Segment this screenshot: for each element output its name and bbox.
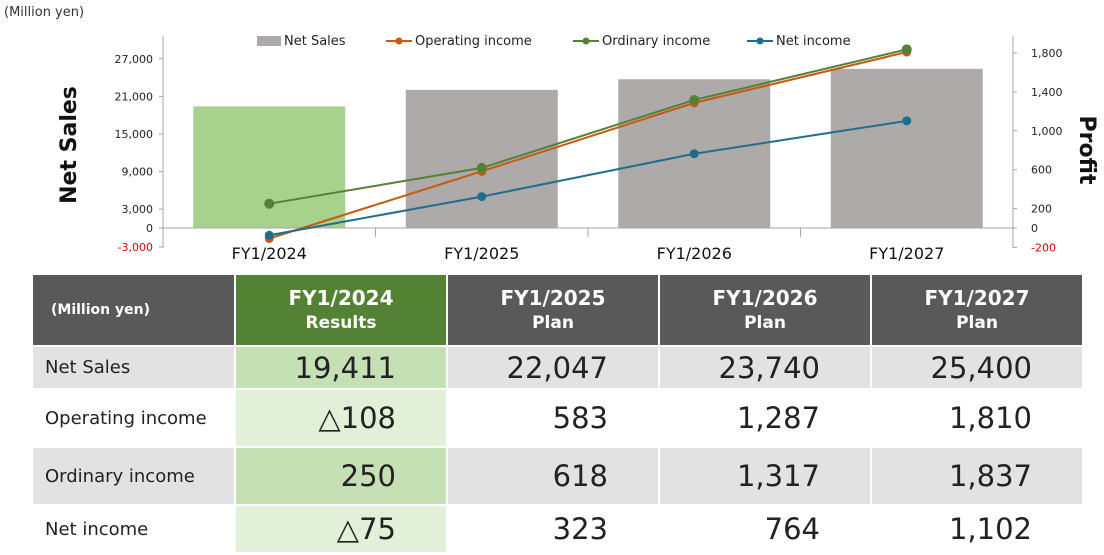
row-label: Net Sales [33,345,236,389]
row-label: Operating income [33,388,236,447]
column-year: FY1/2025 [500,286,606,311]
right-axis-tick-label: 600 [1031,164,1052,177]
x-tick-label: FY1/2024 [232,244,307,263]
table-cell: △108 [235,388,448,447]
table-cell: 1,837 [871,446,1084,505]
legend-label: Net Sales [284,34,346,49]
series-point-2 [477,192,487,202]
chart-unit-label: (Million yen) [4,5,85,20]
series-line-2 [269,119,907,237]
column-header-fy2027: FY1/2027 Plan [871,275,1084,346]
right-axis-tick-label: -200 [1031,241,1056,254]
table-cell: 618 [447,446,660,505]
series-line-0 [268,51,907,240]
table-cell: 764 [659,504,872,552]
series-point-1 [901,44,912,55]
legend-swatch-net-sales [257,36,281,46]
series-point-2 [902,116,912,126]
table-cell: 323 [447,504,660,552]
x-tick-label: FY1/2025 [444,244,519,263]
legend-label: Operating income [415,34,532,49]
series-line-1 [269,48,907,205]
left-axis-tick-label: 15,000 [115,128,154,141]
column-kind: Results [305,313,377,334]
column-kind: Plan [744,313,786,334]
table-cell: 22,047 [447,345,660,389]
table-header-row: (Million yen) FY1/2024 Results FY1/2025 … [33,275,1084,346]
column-year: FY1/2024 [288,286,394,311]
left-axis-tick-label: 0 [146,222,153,235]
legend-label: Net income [776,34,851,49]
x-tick-label: FY1/2027 [869,244,944,263]
table-cell: 250 [235,446,448,505]
column-kind: Plan [956,313,998,334]
table-cell: 1,287 [659,388,872,447]
left-axis-tick-label: 21,000 [115,90,154,103]
table-cell: 1,317 [659,446,872,505]
right-axis-tick-label: 1,400 [1031,86,1063,99]
table-cell: △75 [235,504,448,552]
series-point-1 [264,198,275,209]
right-axis-label: Profit [1074,116,1099,185]
column-header-fy2025: FY1/2025 Plan [447,275,660,346]
table-cell: 19,411 [235,345,448,389]
series-point-1 [689,94,700,105]
legend-marker-1 [582,37,590,45]
column-header-fy2026: FY1/2026 Plan [659,275,872,346]
legend-marker-2 [756,37,764,45]
bar-FY1/2027 [830,68,983,229]
table-row-net-sales: Net Sales 19,411 22,047 23,740 25,400 [33,345,1084,389]
table-cell: 1,102 [871,504,1084,552]
right-axis-tick-label: 1,000 [1031,125,1063,138]
table-cell: 25,400 [871,345,1084,389]
x-tick-label: FY1/2026 [657,244,732,263]
right-axis-tick-label: 200 [1031,203,1052,216]
left-axis-tick-label: 9,000 [122,166,154,179]
column-year: FY1/2027 [924,286,1030,311]
series-point-1 [476,162,487,173]
row-label: Net income [33,504,236,552]
table-cell: 583 [447,388,660,447]
right-axis-tick-label: 1,800 [1031,47,1063,60]
left-axis-tick-label: 27,000 [115,53,154,66]
table-row-net-income: Net income △75 323 764 1,102 [33,504,1084,552]
legend-label: Ordinary income [602,34,710,49]
table-cell: 23,740 [659,345,872,389]
column-header-fy2024: FY1/2024 Results [235,275,448,346]
left-axis-tick-label: 3,000 [122,203,154,216]
series-point-2 [264,230,274,240]
left-axis-label: Net Sales [57,86,82,204]
column-year: FY1/2026 [712,286,818,311]
legend-marker-0 [395,37,403,45]
table-row-ordinary-income: Ordinary income 250 618 1,317 1,837 [33,446,1084,505]
series-point-2 [689,149,699,159]
table-unit-label: (Million yen) [33,275,236,346]
right-axis-tick-label: 0 [1031,222,1038,235]
table-row-operating-income: Operating income △108 583 1,287 1,810 [33,388,1084,447]
combo-chart: -3,000 0 3,000 9,000 15,000 21,000 27,000 Net S… [57,34,1099,263]
row-label: Ordinary income [33,446,236,505]
table-cell: 1,810 [871,388,1084,447]
financial-table: (Million yen) FY1/2024 Results FY1/2025 … [33,275,1084,552]
column-kind: Plan [532,313,574,334]
left-axis-tick-label: -3,000 [118,241,153,254]
bar-FY1/2024 [193,106,346,228]
